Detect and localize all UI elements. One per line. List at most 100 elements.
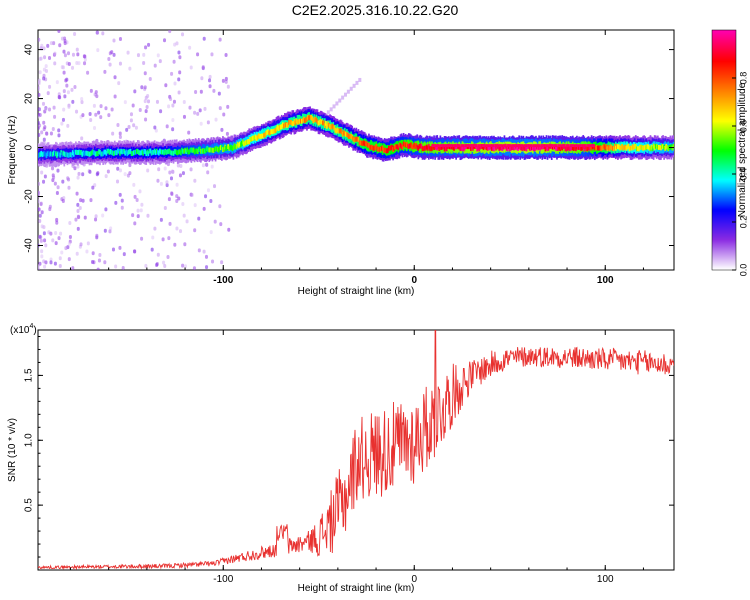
spectrogram-ridge-cell [399,142,402,148]
spectrogram-noise-cell [155,263,159,268]
colorbar-swatch [712,142,736,145]
spectrogram-ridge-cell [103,149,106,155]
spectrogram-ridge-cell [501,146,504,152]
spectrogram-noise-cell [79,198,83,203]
spectrogram-noise-cell [183,242,187,247]
spectrogram-peak-cell [549,144,554,148]
spectrogram-ridge-cell [58,151,60,157]
spectrogram-ridge-cell [163,150,165,156]
spectrogram-ridge-cell [485,145,488,151]
spectrogram-ridge-cell [49,151,52,157]
colorbar-swatch [712,208,736,211]
spectrogram-ridge-cell [443,146,446,152]
spectrogram-ridge-cell [93,150,96,156]
spectrogram-peak-cell [452,144,457,148]
colorbar-swatch [712,262,736,265]
spectrogram-noise-cell [226,84,230,89]
colorbar-swatch [712,40,736,43]
spectrogram-noise-cell [114,264,118,269]
colorbar-frame [711,29,737,271]
spectrogram-ridge-cell [139,150,141,156]
colorbar-swatch [712,248,736,251]
spectrogram-ridge-cell [370,144,372,150]
spectrogram-noise-cell [81,198,85,203]
spectrogram-noise-cell [38,199,40,204]
spectrogram-noise-cell [45,131,49,136]
spectrogram-noise-cell [67,105,71,110]
spectrogram-ridge-cell [148,148,151,154]
spectrogram-ridge-cell [308,115,310,121]
spectrogram-ridge-cell [601,145,603,151]
spectrogram-ridge-cell [59,152,61,158]
spectrogram-ridge-cell [353,137,356,143]
colorbar-swatch [712,234,736,237]
spectrogram-noise-cell [101,213,105,218]
spectrogram-noise-cell [213,184,217,189]
colorbar-swatch [712,134,736,137]
spectrogram-noise-cell [167,104,171,109]
spectrogram-ridge-cell [194,148,197,154]
spectrogram-ridge-cell [111,150,114,156]
colorbar-swatch [712,132,736,135]
spectrogram-noise-cell [52,175,56,180]
spectrogram-ridge-cell [63,151,66,157]
spectrogram-ridge-cell [417,145,420,151]
spectrogram-ridge-cell [80,150,82,155]
spectrogram-noise-cell [38,213,42,218]
spectrogram-ridge-cell [357,137,360,143]
spectrogram-noise-cell [209,199,213,204]
spectrogram-noise-cell [47,56,51,61]
spectrogram-ridge-cell [228,146,231,151]
spectrogram-ridge-cell [119,150,121,156]
spectrogram-ridge-cell [401,144,404,150]
spectrogram-ridge-cell [140,150,142,156]
spectrogram-ridge-cell [107,148,110,154]
spectrogram-noise-cell [54,230,58,235]
spectrogram-noise-cell [181,201,185,206]
spectrogram-ridge-cell [558,144,560,150]
spectrogram-ridge-cell [611,145,614,151]
spectrogram-noise-cell [106,169,110,174]
spectrogram-ridge-cell [473,144,475,154]
spectrogram-noise-cell [146,168,150,173]
spectrogram-ridge-cell [209,147,212,153]
spectrogram-ridge-cell [581,145,584,151]
spectrogram-peak-cell [469,144,474,148]
spectrogram-ridge-cell [349,133,351,139]
spectrogram-noise-cell [57,30,61,33]
spectrogram-noise-cell [202,36,206,41]
spectrogram-ridge-cell [660,145,662,151]
spectrogram-noise-cell [60,65,64,70]
spectrogram-ridge-cell [73,149,76,155]
colorbar-swatch [712,96,736,99]
spectrogram-noise-cell [59,231,63,236]
spectrogram-noise-cell [53,114,57,119]
spectrogram-noise-cell [42,76,46,81]
colorbar-swatch [712,112,736,115]
spectrogram-ridge-cell [523,145,526,151]
spectrogram-ridge-cell [207,147,210,153]
spectrogram-ridge-cell [429,145,431,151]
spectrogram-ridge-cell [83,151,86,157]
spectrogram-noise-cell [168,170,172,175]
spectrogram-ridge-cell [422,146,425,152]
spectrogram-ridge-cell [296,119,299,125]
spectrogram-ridge-cell [321,120,324,126]
spectrogram-ridge-cell [570,145,573,151]
spectrogram-ridge-cell [226,145,228,151]
spectrogram-ridge-cell [290,119,293,125]
colorbar-swatch [712,180,736,183]
spectrogram-noise-cell [53,51,57,56]
spectrogram-ridge-cell [585,146,588,152]
spectrogram-ridge-cell [411,144,413,150]
spectrogram-noise-cell [53,261,57,266]
spectrogram-x-tick-label: -100 [213,275,233,286]
spectrogram-ridge-cell [239,142,242,148]
spectrogram-ridge-cell [225,145,227,151]
spectrogram-ridge-cell [238,141,241,147]
spectrogram-ridge-cell [619,145,621,151]
spectrogram-ridge-cell [249,136,252,142]
spectrogram-ridge-cell [653,145,656,151]
spectrogram-ridge-cell [320,119,323,125]
spectrogram-ridge-cell [444,145,447,151]
